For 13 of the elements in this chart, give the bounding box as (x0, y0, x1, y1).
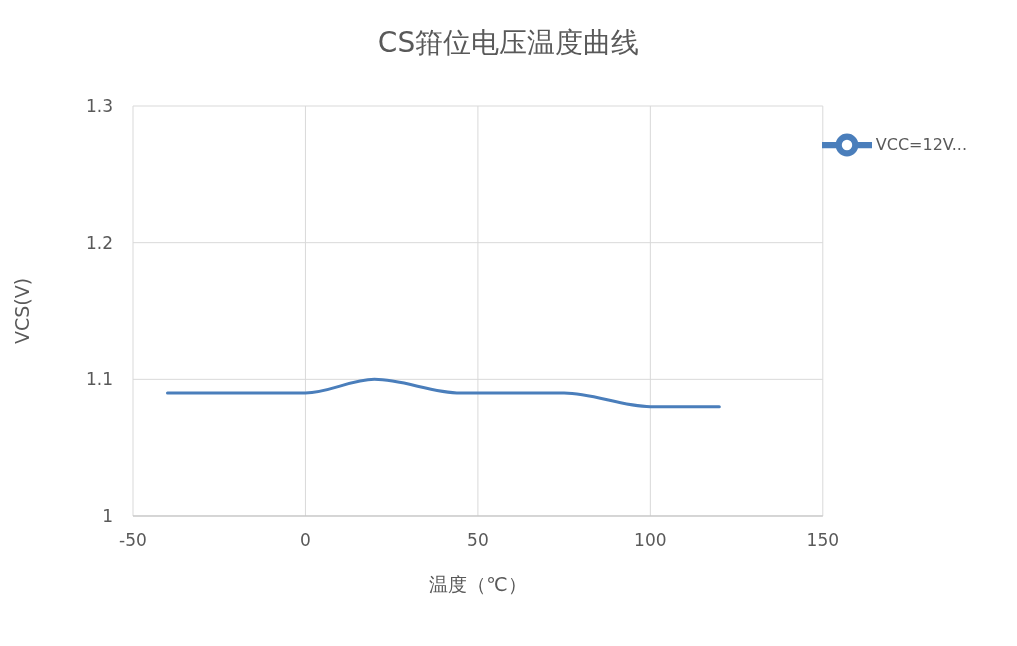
x-tick-label: 0 (300, 530, 311, 551)
x-tick-label: -50 (119, 530, 147, 551)
x-tick-label: 100 (634, 530, 667, 551)
x-axis-title: 温度（℃） (429, 573, 527, 596)
y-axis-title: VCS(V) (10, 277, 33, 345)
y-tick-label: 1.2 (85, 232, 113, 253)
x-tick-label: 50 (467, 530, 489, 551)
y-tick-label: 1.3 (85, 96, 113, 117)
y-tick-label: 1 (102, 506, 113, 527)
legend-label: VCC=12V... (875, 134, 967, 154)
chart-title: CS箝位电压温度曲线 (376, 25, 641, 61)
x-tick-label: 150 (806, 530, 840, 551)
y-tick-label: 1.1 (85, 369, 113, 390)
